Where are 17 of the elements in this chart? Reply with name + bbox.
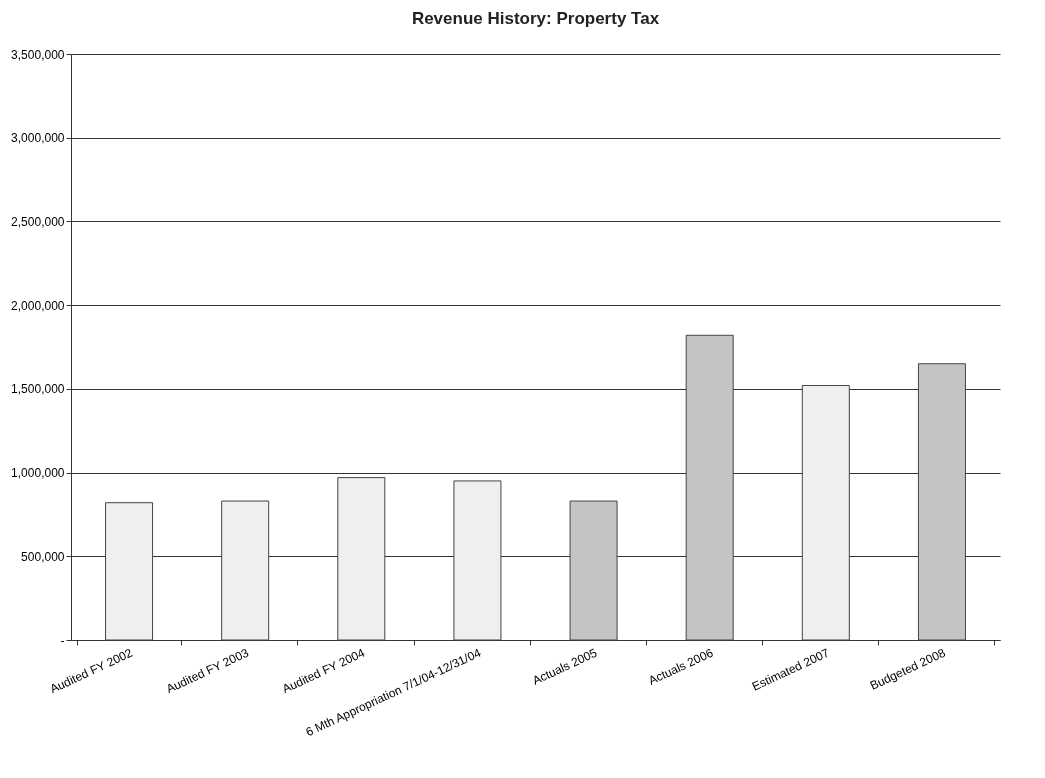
y-tick-label: 1,000,000 <box>11 466 65 481</box>
bar <box>105 502 154 641</box>
y-tick-label: 2,000,000 <box>11 298 65 313</box>
y-tick-label: 1,500,000 <box>11 382 65 397</box>
y-tick-label: 500,000 <box>21 549 65 564</box>
bar <box>685 334 734 641</box>
y-tick-label: 3,000,000 <box>11 131 65 146</box>
y-tick-label: 3,500,000 <box>11 47 65 62</box>
bar <box>221 500 270 641</box>
chart-title: Revenue History: Property Tax <box>411 9 660 28</box>
bar <box>337 477 386 641</box>
bar <box>569 500 618 641</box>
y-tick-label: 2,500,000 <box>11 214 65 229</box>
bar <box>801 385 850 641</box>
bar <box>917 363 966 641</box>
bar <box>453 480 502 641</box>
y-tick-label: - <box>60 633 65 648</box>
